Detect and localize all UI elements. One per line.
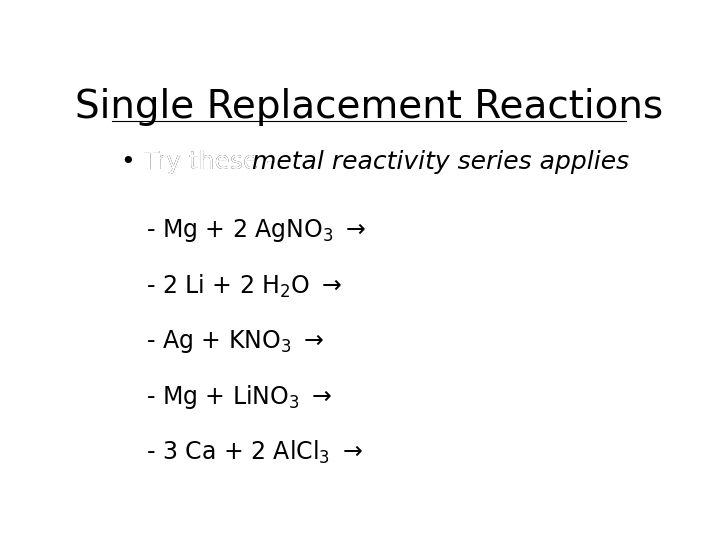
Text: - Mg + LiNO$_{3}$ $\rightarrow$: - Mg + LiNO$_{3}$ $\rightarrow$ bbox=[145, 383, 332, 411]
Text: Try these -: Try these - bbox=[144, 150, 284, 174]
Text: - Ag + KNO$_{3}$ $\rightarrow$: - Ag + KNO$_{3}$ $\rightarrow$ bbox=[145, 328, 324, 355]
Text: - 2 Li + 2 H$_{2}$O $\rightarrow$: - 2 Li + 2 H$_{2}$O $\rightarrow$ bbox=[145, 273, 342, 300]
Text: Try these -: Try these - bbox=[144, 150, 284, 174]
Text: Single Replacement Reactions: Single Replacement Reactions bbox=[75, 87, 663, 126]
Text: - 3 Ca + 2 AlCl$_{3}$ $\rightarrow$: - 3 Ca + 2 AlCl$_{3}$ $\rightarrow$ bbox=[145, 439, 363, 466]
Text: - Mg + 2 AgNO$_{3}$ $\rightarrow$: - Mg + 2 AgNO$_{3}$ $\rightarrow$ bbox=[145, 217, 366, 244]
Text: •: • bbox=[121, 150, 135, 174]
Text: metal reactivity series applies: metal reactivity series applies bbox=[252, 150, 629, 174]
